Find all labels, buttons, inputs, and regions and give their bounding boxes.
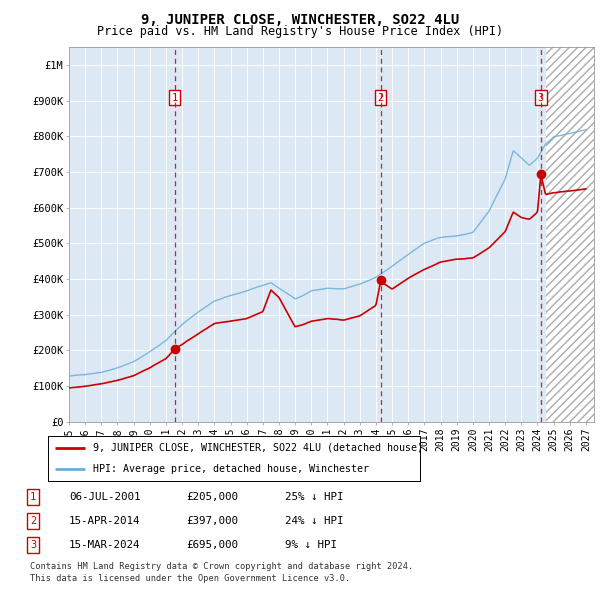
Text: 2: 2 — [377, 93, 384, 103]
Text: 3: 3 — [538, 93, 544, 103]
Text: 15-APR-2014: 15-APR-2014 — [69, 516, 140, 526]
Text: 9% ↓ HPI: 9% ↓ HPI — [285, 540, 337, 550]
Text: This data is licensed under the Open Government Licence v3.0.: This data is licensed under the Open Gov… — [30, 574, 350, 583]
Text: 3: 3 — [30, 540, 36, 550]
Text: 24% ↓ HPI: 24% ↓ HPI — [285, 516, 343, 526]
Text: 2: 2 — [30, 516, 36, 526]
Text: Price paid vs. HM Land Registry's House Price Index (HPI): Price paid vs. HM Land Registry's House … — [97, 25, 503, 38]
Text: Contains HM Land Registry data © Crown copyright and database right 2024.: Contains HM Land Registry data © Crown c… — [30, 562, 413, 571]
Text: £205,000: £205,000 — [186, 492, 238, 502]
Text: 1: 1 — [172, 93, 178, 103]
Text: 1: 1 — [30, 492, 36, 502]
Bar — [545, 47, 594, 422]
Text: £397,000: £397,000 — [186, 516, 238, 526]
Text: 9, JUNIPER CLOSE, WINCHESTER, SO22 4LU: 9, JUNIPER CLOSE, WINCHESTER, SO22 4LU — [141, 13, 459, 27]
Text: HPI: Average price, detached house, Winchester: HPI: Average price, detached house, Winc… — [92, 464, 368, 474]
Text: 15-MAR-2024: 15-MAR-2024 — [69, 540, 140, 550]
Text: 06-JUL-2001: 06-JUL-2001 — [69, 492, 140, 502]
Text: £695,000: £695,000 — [186, 540, 238, 550]
Text: 25% ↓ HPI: 25% ↓ HPI — [285, 492, 343, 502]
Text: 9, JUNIPER CLOSE, WINCHESTER, SO22 4LU (detached house): 9, JUNIPER CLOSE, WINCHESTER, SO22 4LU (… — [92, 442, 422, 453]
